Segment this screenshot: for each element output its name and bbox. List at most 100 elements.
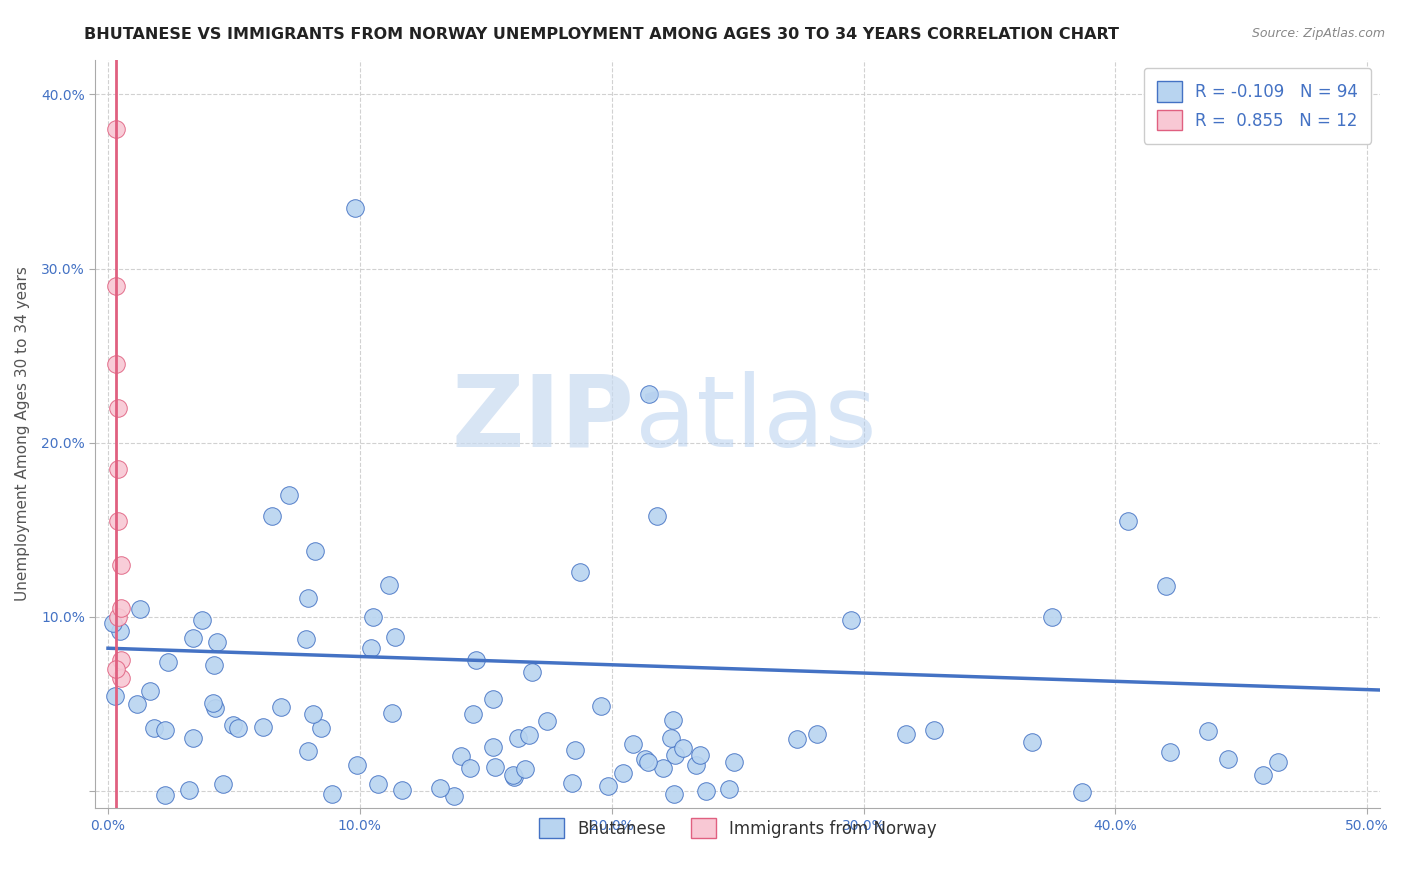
Point	[839, 613, 862, 627]
Point	[1154, 578, 1177, 592]
Point	[689, 747, 711, 762]
Legend: Bhutanese, Immigrants from Norway: Bhutanese, Immigrants from Norway	[531, 812, 943, 845]
Point	[1251, 768, 1274, 782]
Point	[377, 578, 399, 592]
Point	[1116, 514, 1139, 528]
Point	[515, 762, 537, 776]
Point	[664, 748, 686, 763]
Text: BHUTANESE VS IMMIGRANTS FROM NORWAY UNEMPLOYMENT AMONG AGES 30 TO 34 YEARS CORRE: BHUTANESE VS IMMIGRANTS FROM NORWAY UNEM…	[84, 27, 1119, 42]
Point	[191, 613, 214, 627]
Point	[278, 488, 301, 502]
Point	[502, 768, 524, 782]
Point	[204, 700, 226, 714]
Point	[153, 789, 176, 803]
Point	[391, 782, 413, 797]
Point	[502, 770, 524, 784]
Point	[139, 683, 162, 698]
Point	[536, 714, 558, 729]
Point	[202, 658, 225, 673]
Point	[659, 731, 682, 745]
Point	[561, 776, 583, 790]
Point	[346, 758, 368, 772]
Point	[363, 610, 385, 624]
Point	[295, 632, 318, 647]
Point	[125, 697, 148, 711]
Point	[922, 723, 945, 737]
Point	[806, 727, 828, 741]
Point	[517, 728, 540, 742]
Point	[302, 706, 325, 721]
Point	[685, 758, 707, 772]
Point	[321, 787, 343, 801]
Point	[360, 640, 382, 655]
Point	[107, 462, 129, 476]
Point	[381, 706, 404, 720]
Point	[429, 781, 451, 796]
Point	[110, 653, 132, 667]
Point	[458, 761, 481, 775]
Point	[612, 765, 634, 780]
Point	[461, 707, 484, 722]
Point	[1216, 752, 1239, 766]
Point	[222, 718, 245, 732]
Point	[443, 789, 465, 803]
Text: ZIP: ZIP	[451, 370, 636, 467]
Point	[634, 752, 657, 766]
Point	[104, 357, 127, 371]
Point	[1042, 610, 1064, 624]
Point	[212, 777, 235, 791]
Point	[343, 201, 366, 215]
Point	[143, 721, 166, 735]
Y-axis label: Unemployment Among Ages 30 to 34 years: Unemployment Among Ages 30 to 34 years	[15, 267, 30, 601]
Point	[717, 781, 740, 796]
Point	[110, 671, 132, 685]
Text: atlas: atlas	[636, 370, 876, 467]
Point	[464, 653, 486, 667]
Point	[297, 743, 319, 757]
Point	[695, 784, 717, 798]
Point	[672, 740, 695, 755]
Point	[156, 655, 179, 669]
Point	[664, 787, 686, 801]
Point	[621, 737, 644, 751]
Point	[104, 689, 127, 703]
Point	[1071, 785, 1094, 799]
Point	[108, 624, 131, 639]
Point	[1197, 724, 1219, 739]
Point	[201, 696, 224, 710]
Point	[181, 731, 204, 745]
Point	[894, 727, 917, 741]
Point	[508, 731, 530, 745]
Point	[596, 779, 619, 793]
Point	[205, 635, 228, 649]
Point	[260, 508, 283, 523]
Point	[107, 401, 129, 415]
Point	[270, 700, 292, 714]
Point	[252, 720, 274, 734]
Point	[1267, 755, 1289, 769]
Point	[309, 721, 332, 735]
Point	[1021, 734, 1043, 748]
Point	[179, 782, 201, 797]
Point	[568, 565, 591, 579]
Point	[482, 691, 505, 706]
Point	[661, 713, 683, 727]
Point	[484, 760, 506, 774]
Point	[304, 543, 326, 558]
Point	[297, 591, 319, 605]
Point	[1159, 745, 1181, 759]
Point	[367, 777, 389, 791]
Point	[226, 721, 249, 735]
Point	[110, 558, 132, 572]
Point	[110, 601, 132, 615]
Point	[723, 755, 745, 769]
Point	[101, 615, 124, 630]
Point	[645, 508, 668, 523]
Point	[637, 756, 659, 770]
Point	[104, 662, 127, 676]
Point	[591, 698, 613, 713]
Point	[564, 742, 586, 756]
Point	[128, 601, 150, 615]
Point	[482, 739, 505, 754]
Point	[181, 632, 204, 646]
